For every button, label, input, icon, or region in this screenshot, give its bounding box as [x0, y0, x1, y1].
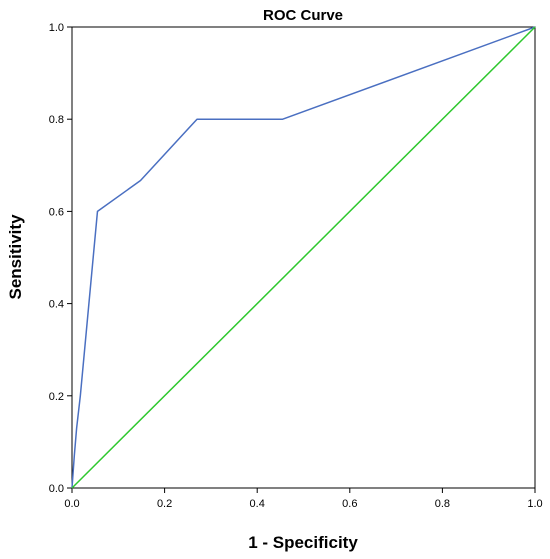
reference-diagonal-line [71, 26, 536, 489]
plot-frame [71, 26, 536, 489]
y-tick-label: 1.0 [49, 22, 64, 34]
x-tick-label: 0.0 [64, 498, 79, 510]
x-tick-label: 0.6 [342, 498, 357, 510]
x-tick-label: 0.8 [435, 498, 450, 510]
x-axis-ticks: 0.0 0.2 0.4 0.6 0.8 1.0 [64, 488, 543, 510]
plot-area: 0.0 0.2 0.4 0.6 0.8 1.0 0.0 0.2 0.4 0.6 0.8 1.0 [49, 22, 543, 510]
x-tick-label: 0.2 [157, 498, 172, 510]
y-tick-label: 0.2 [49, 391, 64, 403]
roc-curve-line [71, 26, 536, 489]
y-tick-label: 0.0 [49, 483, 64, 495]
x-tick-label: 0.4 [250, 498, 265, 510]
y-tick-label: 0.6 [49, 206, 64, 218]
series-layer [71, 26, 536, 489]
y-axis-ticks: 0.0 0.2 0.4 0.6 0.8 1.0 [49, 22, 72, 495]
x-tick-label: 1.0 [527, 498, 542, 510]
y-axis-label: Sensitivity [6, 214, 25, 300]
y-tick-label: 0.4 [49, 299, 64, 311]
chart-title: ROC Curve [263, 7, 343, 24]
x-axis-label: 1 - Specificity [248, 533, 358, 552]
y-tick-label: 0.8 [49, 114, 64, 126]
